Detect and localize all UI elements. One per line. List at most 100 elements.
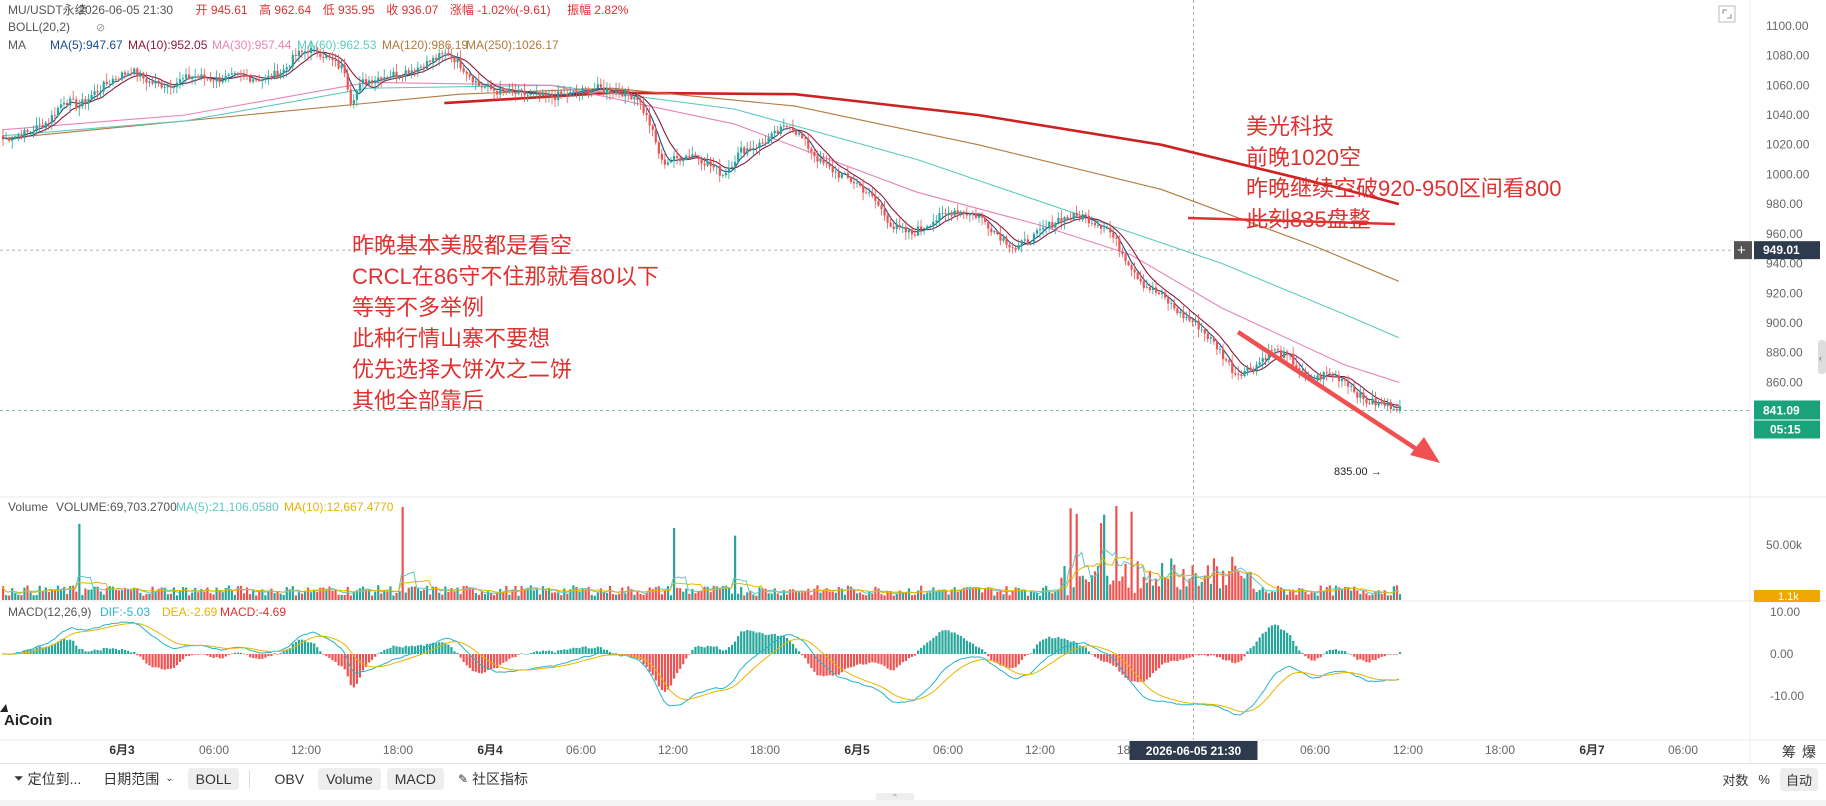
candle-body xyxy=(703,163,706,166)
macd-bar xyxy=(337,654,340,666)
volume-bar xyxy=(1371,594,1374,600)
volume-bar xyxy=(526,587,529,600)
volume-bar xyxy=(218,589,221,600)
macd-bar xyxy=(810,654,813,669)
volume-bar xyxy=(981,592,984,600)
macd-bar xyxy=(636,654,639,659)
fullscreen-icon[interactable] xyxy=(1718,5,1736,23)
volume-bar xyxy=(752,594,755,600)
community-indicator-button[interactable]: ✎ 社区指标 xyxy=(450,768,536,790)
candle-body xyxy=(99,91,102,93)
volume-bar xyxy=(843,594,846,600)
candle-body xyxy=(727,167,731,173)
macd-bar xyxy=(398,646,401,654)
volume-bar xyxy=(206,587,209,600)
volume-bar xyxy=(709,592,712,600)
volume-bar xyxy=(1328,585,1331,600)
volume-bar xyxy=(807,588,810,600)
candle-body xyxy=(151,81,154,84)
macd-bar xyxy=(968,642,972,654)
price-tick-label: 980.00 xyxy=(1766,197,1803,211)
volume-bar xyxy=(563,588,566,600)
macd-bar xyxy=(944,630,947,654)
macd-bar xyxy=(761,633,764,654)
date-range-button[interactable]: 日期范围 ⌄ xyxy=(95,768,181,790)
macd-bar xyxy=(1313,654,1316,661)
volume-bar xyxy=(737,593,740,600)
macd-bar xyxy=(1051,638,1054,654)
macd-bar xyxy=(483,654,487,673)
candle-body xyxy=(75,99,78,109)
macd-bar xyxy=(795,648,798,654)
volume-bar xyxy=(615,594,618,600)
macd-bar xyxy=(1359,654,1362,660)
volume-bar xyxy=(401,506,404,600)
macd-bar xyxy=(1389,654,1392,655)
scroll-handle[interactable]: ⌃ xyxy=(876,793,914,802)
volume-bar xyxy=(657,586,660,600)
candle-body xyxy=(1200,329,1203,331)
boll-button[interactable]: BOLL xyxy=(187,767,240,790)
macd-button[interactable]: MACD xyxy=(386,767,444,790)
volume-button[interactable]: Volume xyxy=(318,767,381,790)
side-panel-toggle[interactable] xyxy=(1818,340,1826,374)
candle-body xyxy=(297,50,301,56)
volume-bar xyxy=(822,590,825,600)
candle-body xyxy=(288,66,291,68)
macd-bar xyxy=(929,640,932,654)
volume-bar xyxy=(108,586,111,600)
candle-body xyxy=(1124,253,1127,262)
volume-bar xyxy=(1148,570,1151,600)
candle-body xyxy=(432,57,435,62)
time-axis: 6月3 06:00 12:00 18:00 6月4 06:00 12:00 18:00 6月5 0… xyxy=(109,741,1816,760)
candle-body xyxy=(935,220,938,222)
candle-body xyxy=(303,51,307,53)
annotation-right-line: 此刻835盘整 xyxy=(1246,207,1371,232)
macd-bar xyxy=(239,652,243,654)
volume-bar xyxy=(1310,592,1313,600)
candle-body xyxy=(249,76,252,82)
macd-bar xyxy=(767,634,770,654)
volume-bar xyxy=(627,586,630,600)
grid-lines xyxy=(0,0,1826,763)
volume-bar xyxy=(755,595,758,600)
candle-body xyxy=(63,103,66,105)
candle-body xyxy=(868,192,871,194)
macd-bar xyxy=(1356,654,1359,660)
auto-scale-toggle[interactable]: 自动 xyxy=(1779,768,1818,791)
locate-button[interactable]: ⏷ 定位到... xyxy=(6,768,89,790)
volume-bar xyxy=(142,595,145,600)
candle-body xyxy=(697,155,700,160)
logo-icon xyxy=(0,704,8,712)
volume-bar xyxy=(996,591,999,600)
percent-scale-toggle[interactable]: % xyxy=(1758,772,1770,787)
volume-bar xyxy=(929,592,932,600)
volume-bar xyxy=(785,594,789,600)
macd-bar xyxy=(1017,654,1020,665)
log-scale-toggle[interactable]: 对数 xyxy=(1722,773,1749,788)
volume-bar xyxy=(307,587,310,600)
candle-body xyxy=(1283,351,1286,358)
macd-bar xyxy=(584,646,587,654)
candle-body xyxy=(346,73,349,90)
volume-bar xyxy=(978,587,981,600)
volume-bar xyxy=(1261,587,1264,600)
macd-bar xyxy=(1246,651,1249,654)
candle-body xyxy=(1063,217,1066,223)
candle-body xyxy=(407,70,410,75)
macd-bar xyxy=(993,654,996,662)
candle-body xyxy=(551,93,554,97)
macd-bar xyxy=(743,631,746,654)
macd-bar xyxy=(1258,637,1261,654)
macd-bar xyxy=(227,654,230,656)
obv-button[interactable]: OBV xyxy=(266,768,312,790)
candle-body xyxy=(1023,239,1026,241)
candle-body xyxy=(526,94,529,96)
macd-bar xyxy=(1350,654,1353,655)
macd-bar xyxy=(212,654,215,658)
candle-body xyxy=(23,130,26,139)
add-alert-button[interactable] xyxy=(1734,241,1752,260)
